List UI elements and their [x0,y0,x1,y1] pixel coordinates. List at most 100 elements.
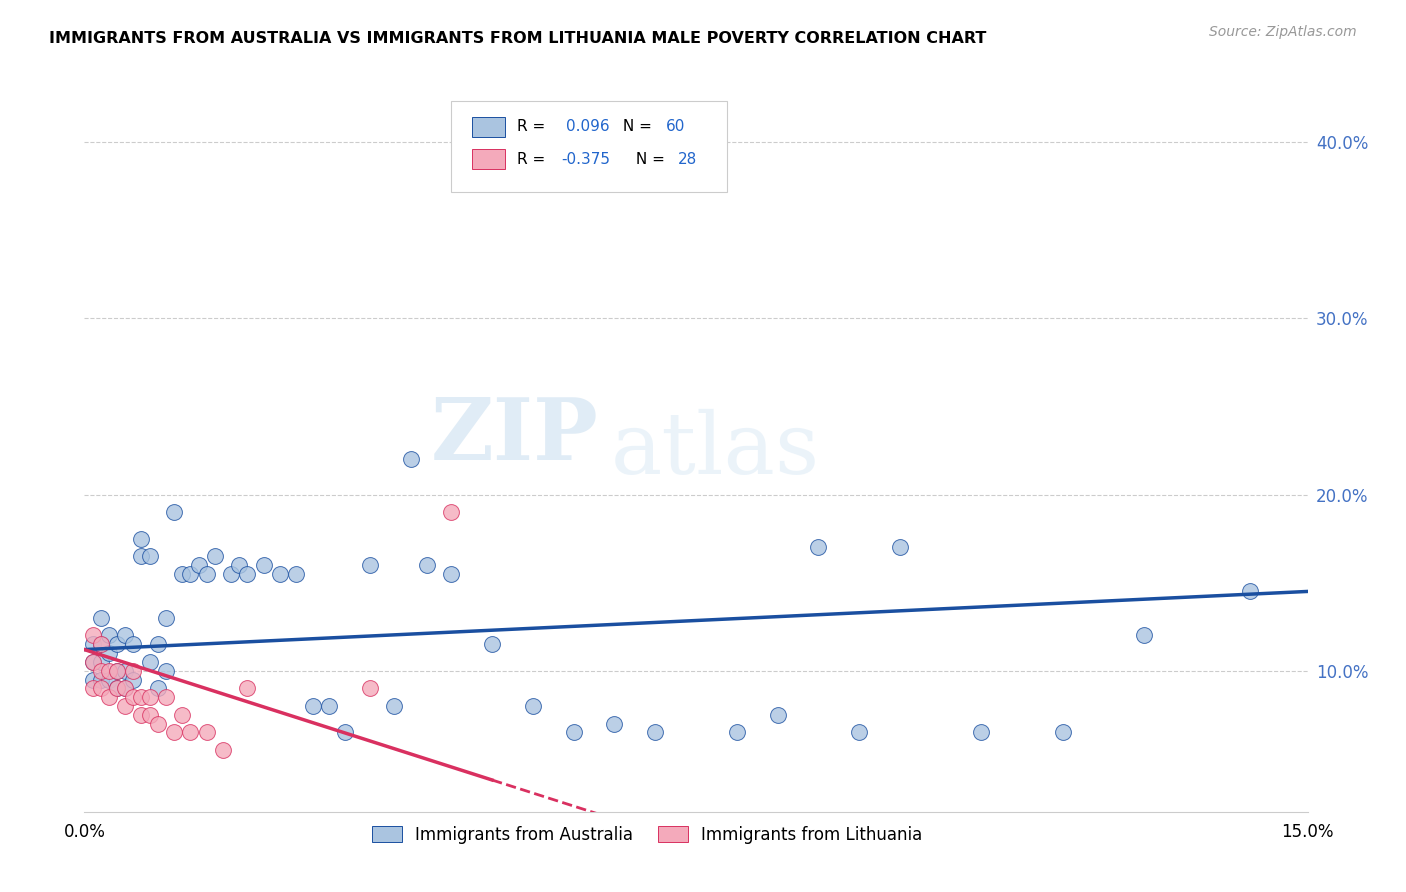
Point [204,549,226,564]
Point [122,673,145,687]
Point [138,549,160,564]
Point [105,664,128,678]
Point [253,558,276,572]
Point [90,655,112,669]
Point [131,690,153,705]
Point [90,681,112,696]
Point [131,532,153,546]
Point [90,664,112,678]
Point [114,681,136,696]
Point [889,541,911,555]
Point [82,655,104,669]
Point [359,558,381,572]
Point [301,698,323,713]
Point [228,558,250,572]
Point [114,664,136,678]
Text: IMMIGRANTS FROM AUSTRALIA VS IMMIGRANTS FROM LITHUANIA MALE POVERTY CORRELATION : IMMIGRANTS FROM AUSTRALIA VS IMMIGRANTS … [49,31,987,46]
Point [236,681,259,696]
Point [163,505,186,519]
Point [138,707,160,722]
Point [114,628,136,642]
Point [146,716,169,731]
Point [195,725,218,739]
Point [97,646,120,660]
Point [399,452,422,467]
Point [105,681,128,696]
Point [90,637,112,651]
Text: R =: R = [517,152,551,167]
Text: atlas: atlas [610,409,820,492]
Point [970,725,993,739]
Point [335,725,357,739]
Point [195,566,218,581]
Point [90,637,112,651]
Point [603,716,626,731]
Point [1239,584,1261,599]
Point [382,698,405,713]
Legend: Immigrants from Australia, Immigrants from Lithuania: Immigrants from Australia, Immigrants fr… [366,819,929,850]
Text: 60: 60 [665,120,685,135]
Point [97,690,120,705]
Point [155,611,177,625]
Point [138,655,160,669]
Point [122,664,145,678]
Point [163,725,186,739]
Point [187,558,209,572]
Text: -0.375: -0.375 [561,152,610,167]
Point [848,725,870,739]
Point [766,707,789,722]
Text: 0.096: 0.096 [567,120,610,135]
Point [440,566,463,581]
Point [105,637,128,651]
Text: R =: R = [517,120,551,135]
Point [1052,725,1074,739]
Point [172,707,194,722]
Point [285,566,308,581]
Point [1133,628,1156,642]
Text: N =: N = [631,152,669,167]
Text: N =: N = [617,120,657,135]
Point [522,698,544,713]
Point [644,725,666,739]
Point [82,673,104,687]
Point [219,566,242,581]
Point [105,664,128,678]
Point [138,690,160,705]
Point [725,725,748,739]
Point [359,681,381,696]
Point [179,566,201,581]
Point [82,655,104,669]
Point [269,566,291,581]
Point [179,725,201,739]
Point [155,690,177,705]
Point [146,681,169,696]
Point [97,664,120,678]
Point [236,566,259,581]
Point [416,558,439,572]
Point [122,637,145,651]
Point [90,611,112,625]
Point [114,698,136,713]
Point [122,690,145,705]
Point [82,628,104,642]
Point [82,681,104,696]
Text: Source: ZipAtlas.com: Source: ZipAtlas.com [1209,25,1357,39]
Text: ZIP: ZIP [430,394,598,478]
Point [440,505,463,519]
Point [807,541,830,555]
Point [212,743,235,757]
FancyBboxPatch shape [451,102,727,192]
Point [562,725,585,739]
Point [146,637,169,651]
Point [114,681,136,696]
Text: 28: 28 [678,152,697,167]
Point [90,673,112,687]
FancyBboxPatch shape [472,149,505,169]
Point [131,707,153,722]
Point [105,681,128,696]
FancyBboxPatch shape [472,117,505,136]
Point [97,673,120,687]
Point [172,566,194,581]
Point [82,637,104,651]
Point [155,664,177,678]
